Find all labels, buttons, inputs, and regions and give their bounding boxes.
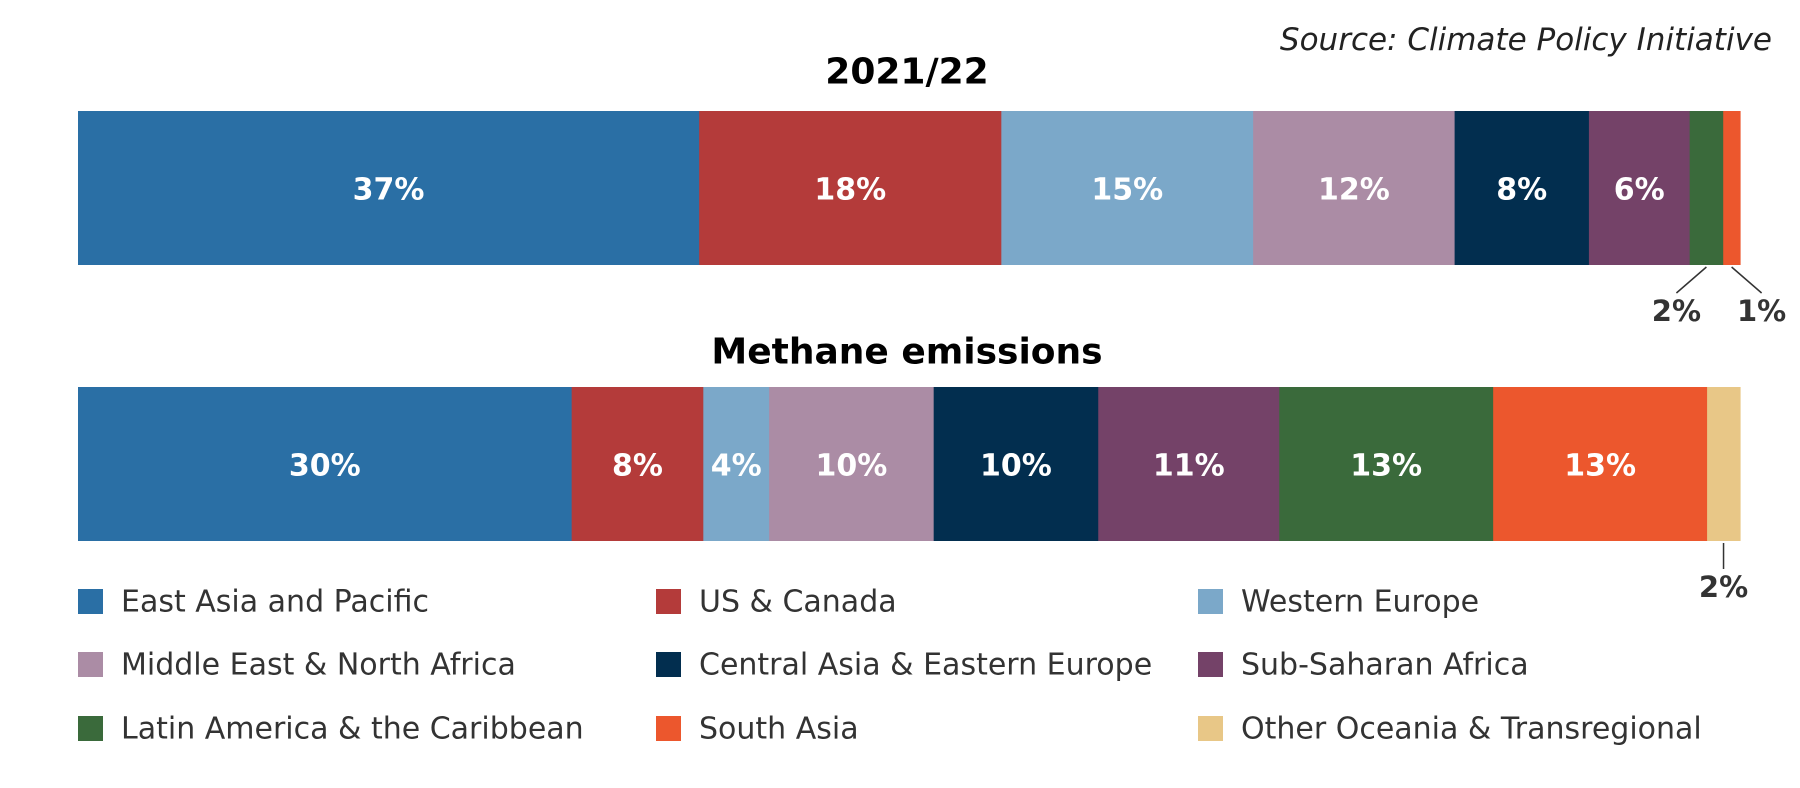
legend-swatch — [78, 589, 103, 614]
data-label: 15% — [1091, 173, 1163, 208]
chart-title: 2021/22 — [825, 52, 988, 93]
bar-segment — [571, 387, 704, 541]
legend-swatch — [656, 589, 681, 614]
legend-label: US & Canada — [699, 585, 897, 620]
legend-label: Latin America & the Caribbean — [121, 712, 584, 747]
legend-label: Western Europe — [1241, 585, 1479, 620]
source-note: Source: Climate Policy Initiative — [1279, 22, 1772, 58]
data-label: 18% — [814, 173, 886, 208]
legend-label: Central Asia & Eastern Europe — [699, 648, 1152, 683]
data-label: 8% — [1496, 173, 1547, 208]
legend-label: Other Oceania & Transregional — [1241, 712, 1702, 747]
data-label: 11% — [1153, 449, 1225, 484]
bar-segment — [1588, 111, 1691, 265]
data-label: 12% — [1318, 173, 1390, 208]
legend-swatch — [656, 652, 681, 677]
data-label: 13% — [1350, 449, 1422, 484]
legend-swatch — [1198, 589, 1223, 614]
data-label: 10% — [980, 449, 1052, 484]
bar-segment — [78, 111, 700, 265]
legend-label: Middle East & North Africa — [121, 648, 516, 683]
bar-segment — [1279, 387, 1494, 541]
data-label: 2% — [1652, 294, 1701, 328]
data-label: 6% — [1614, 173, 1665, 208]
leader-line — [1675, 266, 1707, 294]
bar-segment — [1253, 111, 1456, 265]
legend-swatch — [1198, 652, 1223, 677]
legend-swatch — [656, 716, 681, 741]
legend-swatch — [78, 652, 103, 677]
data-label: 2% — [1699, 570, 1748, 604]
legend-label: South Asia — [699, 712, 859, 747]
chart-title: Methane emissions — [711, 332, 1102, 373]
bar-group-2: Methane emissions 30% 8% 4% 10% 10% 11% 13% 13% 2… — [78, 332, 1748, 604]
bar-segment — [1098, 387, 1280, 541]
data-label: 30% — [289, 449, 361, 484]
bar-segment — [1493, 387, 1708, 541]
legend-label: East Asia and Pacific — [121, 585, 429, 620]
data-label: 1% — [1737, 294, 1786, 328]
bar-segment — [703, 387, 770, 541]
data-label: 37% — [353, 173, 425, 208]
bar-segment — [1723, 111, 1741, 265]
legend-swatch — [78, 716, 103, 741]
bar-group-1: 2021/22 37% 18% 15% 12% 8% 6% 2% 1% — [78, 52, 1786, 328]
data-label: 4% — [711, 449, 762, 484]
bar-segment — [1707, 387, 1741, 541]
bar-segment — [769, 387, 935, 541]
bar-segment — [699, 111, 1002, 265]
bar-segment — [78, 387, 573, 541]
data-label: 8% — [612, 449, 663, 484]
legend-swatch — [1198, 716, 1223, 741]
leader-line — [1731, 266, 1763, 294]
bar-segment — [1001, 111, 1254, 265]
bar-segment — [933, 387, 1099, 541]
data-label: 13% — [1564, 449, 1636, 484]
legend-label: Sub-Saharan Africa — [1241, 648, 1529, 683]
bar-segment — [1454, 111, 1590, 265]
data-label: 10% — [816, 449, 888, 484]
bar-segment — [1689, 111, 1724, 265]
legend: East Asia and Pacific US & Canada Western … — [78, 585, 1702, 747]
